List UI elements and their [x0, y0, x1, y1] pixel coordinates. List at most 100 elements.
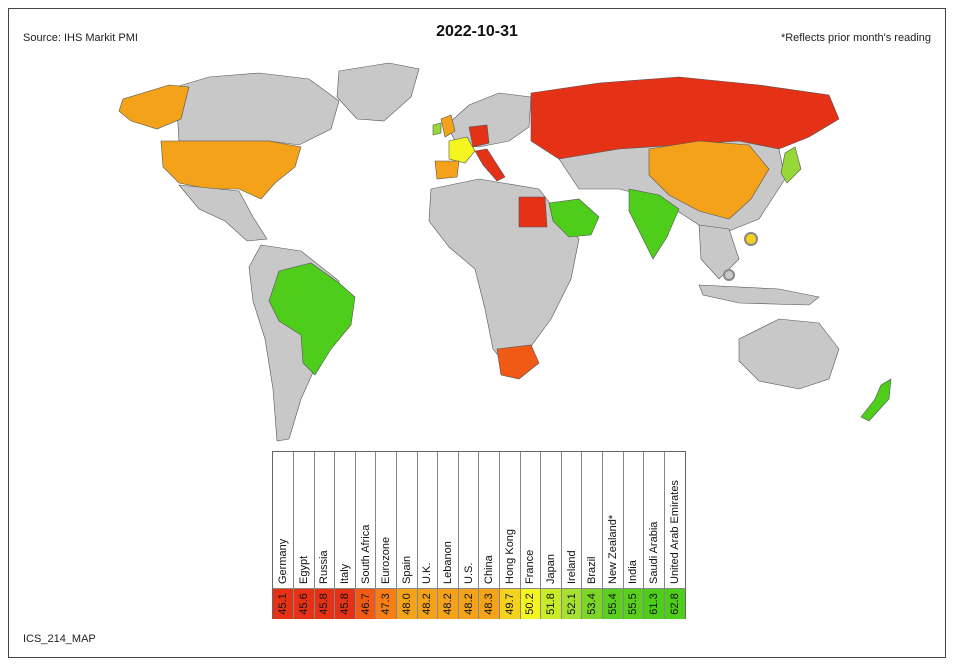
legend-value-label: 53.4 — [586, 593, 599, 615]
legend-value-label: 48.2 — [421, 593, 434, 615]
legend-value-label: 45.6 — [297, 593, 310, 615]
legend-name-cell: Eurozone — [375, 452, 397, 589]
indonesia — [698, 284, 820, 306]
legend-value-label: 45.1 — [277, 593, 290, 615]
united-states — [160, 140, 302, 200]
legend-name-cell: Germany — [273, 452, 294, 589]
legend-value-label: 55.4 — [606, 593, 619, 615]
legend-name-cell: U.S. — [457, 452, 479, 589]
legend-values-row: 45.1 45.6 45.8 45.8 46.7 47.3 48.0 48.2 48.2 48.2… — [273, 588, 685, 619]
legend-name-cell: New Zealand* — [602, 452, 624, 589]
legend-country-label: Germany — [277, 538, 290, 584]
legend-name-cell: U.K. — [416, 452, 438, 589]
uk — [440, 114, 456, 138]
map-title: 2022-10-31 — [436, 23, 518, 40]
legend-name-cell: Ireland — [560, 452, 582, 589]
legend-value-label: 48.3 — [483, 593, 496, 615]
legend-value-cell: 51.8 — [540, 588, 562, 619]
legend-value-label: 47.3 — [380, 593, 393, 615]
india — [628, 188, 680, 260]
legend-value-cell: 53.4 — [581, 588, 603, 619]
legend-value-cell: 46.7 — [354, 588, 376, 619]
saudi-arabia — [548, 198, 600, 238]
legend-country-label: Italy — [339, 563, 352, 584]
legend-value-cell: 61.3 — [643, 588, 665, 619]
egypt — [518, 196, 548, 228]
legend-name-cell: Spain — [396, 452, 418, 589]
legend-value-label: 48.0 — [400, 593, 413, 615]
mexico — [178, 184, 268, 242]
legend-name-cell: France — [519, 452, 541, 589]
uae-marker — [723, 269, 735, 281]
legend-value-label: 61.3 — [647, 593, 660, 615]
legend-value-cell: 45.8 — [334, 588, 356, 619]
legend-name-cell: Japan — [540, 452, 562, 589]
legend-value-cell: 48.3 — [478, 588, 500, 619]
germany — [468, 124, 490, 148]
legend-name-cell: China — [478, 452, 500, 589]
legend-value-label: 48.2 — [442, 593, 455, 615]
italy — [474, 148, 506, 182]
legend-name-cell: Egypt — [293, 452, 315, 589]
legend-name-cell: Italy — [334, 452, 356, 589]
legend-value-label: 62.8 — [668, 593, 681, 615]
legend-value-label: 49.7 — [503, 593, 516, 615]
map-frame: Source: IHS Markit PMI 2022-10-31 *Refle… — [8, 8, 946, 658]
legend-name-cell: Lebanon — [437, 452, 459, 589]
legend-country-label: Ireland — [565, 550, 578, 584]
legend-country-label: Egypt — [297, 555, 310, 584]
japan — [780, 146, 802, 184]
legend-value-cell: 45.6 — [293, 588, 315, 619]
spain — [434, 160, 460, 180]
legend-value-cell: 49.7 — [499, 588, 521, 619]
legend-value-cell: 48.2 — [457, 588, 479, 619]
legend-country-label: Brazil — [586, 556, 599, 584]
legend-value-cell: 47.3 — [375, 588, 397, 619]
legend-value-label: 48.2 — [462, 593, 475, 615]
legend-name-cell: Saudi Arabia — [643, 452, 665, 589]
legend-country-label: Hong Kong — [503, 528, 516, 584]
ireland — [432, 122, 442, 136]
greenland — [336, 62, 420, 122]
south-africa — [496, 344, 540, 380]
pmi-legend: Germany Egypt Russia Italy South Africa Euroz… — [272, 451, 686, 619]
source-label: Source: IHS Markit PMI — [23, 32, 138, 44]
alaska — [118, 84, 190, 130]
australia — [738, 318, 840, 390]
world-map — [118, 62, 892, 442]
legend-country-label: Lebanon — [442, 541, 455, 584]
chart-code: ICS_214_MAP — [23, 633, 96, 645]
legend-country-label: Russia — [318, 550, 331, 584]
legend-value-label: 46.7 — [359, 593, 372, 615]
legend-country-label: France — [524, 549, 537, 584]
legend-value-cell: 48.2 — [437, 588, 459, 619]
legend-country-label: U.K. — [421, 562, 434, 584]
footnote-label: *Reflects prior month's reading — [780, 32, 931, 44]
legend-country-label: U.S. — [462, 562, 475, 584]
legend-value-cell: 48.2 — [416, 588, 438, 619]
legend-names-row: Germany Egypt Russia Italy South Africa Euroz… — [273, 452, 685, 589]
legend-value-cell: 55.5 — [622, 588, 644, 619]
legend-name-cell: Russia — [313, 452, 335, 589]
legend-name-cell: United Arab Emirates — [663, 452, 685, 589]
legend-country-label: Spain — [400, 555, 413, 584]
legend-value-cell: 52.1 — [560, 588, 582, 619]
legend-name-cell: South Africa — [354, 452, 376, 589]
legend-country-label: Saudi Arabia — [647, 521, 660, 584]
legend-value-label: 45.8 — [339, 593, 352, 615]
new-zealand — [860, 378, 892, 422]
legend-country-label: New Zealand* — [606, 514, 619, 584]
legend-table: Germany Egypt Russia Italy South Africa Euroz… — [273, 452, 685, 619]
legend-value-cell: 55.4 — [602, 588, 624, 619]
canada — [168, 72, 340, 146]
legend-country-label: United Arab Emirates — [668, 480, 681, 584]
legend-country-label: India — [627, 560, 640, 584]
legend-value-cell: 62.8 — [663, 588, 685, 619]
legend-country-label: South Africa — [359, 524, 372, 584]
legend-name-cell: India — [622, 452, 644, 589]
legend-name-cell: Hong Kong — [499, 452, 521, 589]
legend-country-label: China — [483, 555, 496, 584]
hong-kong-marker — [744, 232, 758, 246]
legend-value-cell: 48.0 — [396, 588, 418, 619]
legend-value-label: 50.2 — [524, 593, 537, 615]
